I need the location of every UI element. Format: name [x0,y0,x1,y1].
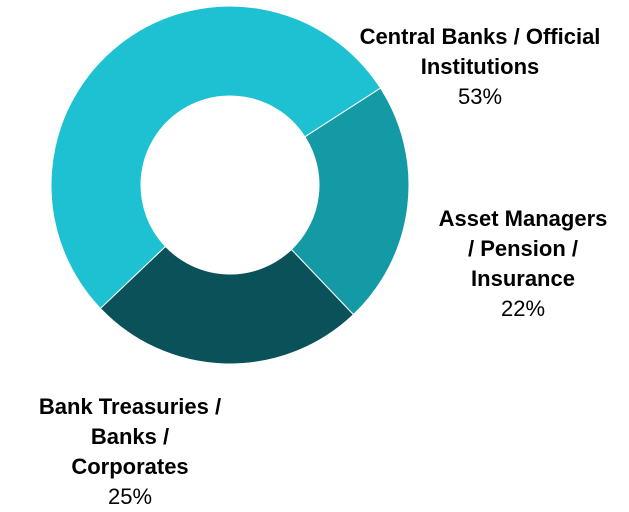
slice-name-line: Banks / [90,424,170,449]
donut-slice-asset-managers-pension-insurance [290,87,410,316]
slice-label-asset-managers: Asset Managers / Pension / Insurance 22% [418,204,628,324]
slice-name-line: / Pension / [467,236,579,261]
slice-percent: 25% [107,484,153,509]
donut-slice-central-banks-official-institutions [50,5,382,310]
slice-label-bank-treasuries: Bank Treasuries / Banks / Corporates 25% [10,392,250,512]
slice-name-line: Bank Treasuries / [38,394,222,419]
slice-label-central-banks: Central Banks / Official Institutions 53… [330,22,629,112]
slice-name-line: Central Banks / Official [359,24,601,49]
slice-name-line: Corporates [71,454,189,479]
slice-name-line: Insurance [471,266,575,291]
slice-percent: 22% [500,296,546,321]
donut-slice-bank-treasuries-banks-corporates [99,245,355,365]
slice-name-line: Institutions [420,54,540,79]
slice-name-line: Asset Managers [438,206,608,231]
slice-percent: 53% [457,84,503,109]
